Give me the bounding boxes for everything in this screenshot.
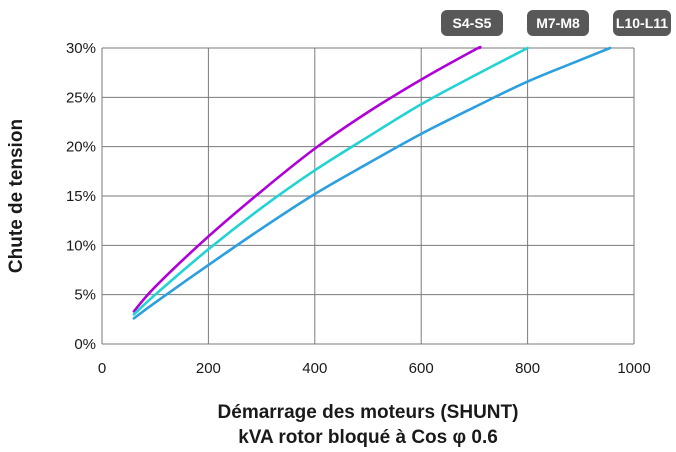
series-line-m7-m8 bbox=[132, 46, 529, 316]
legend-label: S4-S5 bbox=[453, 15, 492, 31]
series-lines bbox=[132, 45, 612, 320]
legend-badge-bg bbox=[613, 10, 671, 36]
x-axis-ticks: 0 200 400 600 800 1000 bbox=[98, 360, 651, 377]
x-axis-title-line-1: Démarrage des moteurs (SHUNT) bbox=[218, 402, 519, 423]
y-tick-label: 25% bbox=[66, 89, 96, 106]
x-tick-label: 1000 bbox=[617, 360, 650, 377]
grid bbox=[101, 47, 635, 345]
y-tick-label: 5% bbox=[74, 287, 96, 304]
x-tick-label: 0 bbox=[98, 360, 106, 377]
legend-label: L10-L11 bbox=[616, 15, 668, 31]
x-tick-label: 600 bbox=[409, 360, 434, 377]
x-tick-label: 200 bbox=[196, 360, 221, 377]
y-tick-label: 0% bbox=[74, 336, 96, 353]
legend-badge-bg bbox=[527, 10, 589, 36]
y-tick-label: 30% bbox=[66, 40, 96, 57]
legend: S4-S5 M7-M8 L10-L11 bbox=[441, 10, 671, 36]
y-axis-ticks: 0% 5% 10% 15% 20% 25% 30% bbox=[66, 40, 96, 353]
legend-badge-bg bbox=[441, 10, 503, 36]
y-tick-label: 20% bbox=[66, 139, 96, 156]
series-line-l10-l11 bbox=[132, 46, 612, 320]
y-tick-label: 10% bbox=[66, 237, 96, 254]
legend-badge-s4-s5: S4-S5 bbox=[441, 10, 503, 36]
y-tick-label: 15% bbox=[66, 188, 96, 205]
legend-badge-l10-l11: L10-L11 bbox=[613, 10, 671, 36]
x-tick-label: 800 bbox=[515, 360, 540, 377]
x-axis-title-line-2: kVA rotor bloqué à Cos φ 0.6 bbox=[238, 427, 498, 448]
x-tick-label: 400 bbox=[302, 360, 327, 377]
series-line-s4-s5 bbox=[132, 45, 482, 313]
y-axis-title: Chute de tension bbox=[6, 119, 27, 273]
legend-label: M7-M8 bbox=[536, 15, 580, 31]
legend-badge-m7-m8: M7-M8 bbox=[527, 10, 589, 36]
